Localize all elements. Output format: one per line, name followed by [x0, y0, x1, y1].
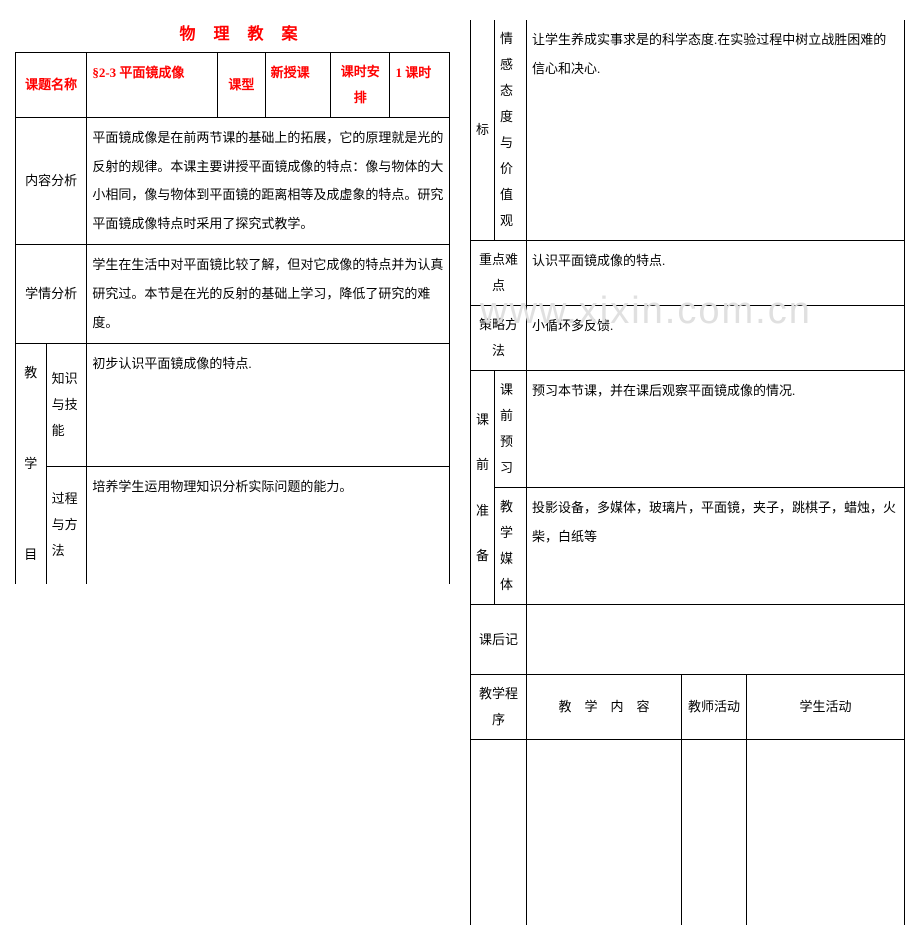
page-container: 物理教案 课题名称 §2-3 平面镜成像 课型 新授课 课时安排 1 课时 内容…	[0, 0, 920, 945]
content-analysis-label: 内容分析	[16, 118, 87, 245]
strategy-row: 策略方法 小循环多反馈.	[471, 306, 905, 371]
topic-content: §2-3 平面镜成像	[87, 53, 218, 118]
goals-sub3-content: 让学生养成实事求是的科学态度.在实验过程中树立战胜困难的信心和决心.	[527, 20, 905, 241]
goals-sub3-label: 情感态度与价值观	[495, 20, 527, 241]
prep-sub2-content: 投影设备，多媒体，玻璃片，平面镜，夹子，跳棋子，蜡烛，火柴，白纸等	[527, 488, 905, 605]
prep-sub1-content: 预习本节课，并在课后观察平面镜成像的情况.	[527, 371, 905, 488]
keypoints-row: 重点难点 认识平面镜成像的特点.	[471, 241, 905, 306]
student-analysis-label: 学情分析	[16, 245, 87, 344]
student-analysis-row: 学情分析 学生在生活中对平面镜比较了解，但对它成像的特点并为认真研究过。本节是在…	[16, 245, 450, 344]
procedure-header-row: 教学程序 教 学 内 容 教师活动 学生活动	[471, 675, 905, 740]
goals-sub1-label: 知识与技能	[46, 344, 87, 467]
postclass-label: 课后记	[471, 605, 527, 675]
strategy-label: 策略方法	[471, 306, 527, 371]
left-column: 物理教案 课题名称 §2-3 平面镜成像 课型 新授课 课时安排 1 课时 内容…	[15, 20, 450, 925]
procedure-empty3	[682, 740, 747, 925]
procedure-empty-row	[471, 740, 905, 925]
goals-row2: 过程与方法 培养学生运用物理知识分析实际问题的能力。	[16, 467, 450, 584]
prep-main-label: 课前准备	[471, 371, 495, 605]
goals-sub2-content: 培养学生运用物理知识分析实际问题的能力。	[87, 467, 450, 584]
procedure-label: 教学程序	[471, 675, 527, 740]
content-analysis-row: 内容分析 平面镜成像是在前两节课的基础上的拓展，它的原理就是光的反射的规律。本课…	[16, 118, 450, 245]
goals-sub2-label: 过程与方法	[46, 467, 87, 584]
type-content: 新授课	[265, 53, 330, 118]
schedule-content: 1 课时	[390, 53, 450, 118]
goals-row1: 教学目 知识与技能 初步认识平面镜成像的特点.	[16, 344, 450, 467]
right-column: 标 情感态度与价值观 让学生养成实事求是的科学态度.在实验过程中树立战胜困难的信…	[470, 20, 905, 925]
header-row: 课题名称 §2-3 平面镜成像 课型 新授课 课时安排 1 课时	[16, 53, 450, 118]
procedure-empty1	[471, 740, 527, 925]
prep-sub1-label: 课前预习	[495, 371, 527, 488]
goals-sub1-content: 初步认识平面镜成像的特点.	[87, 344, 450, 467]
prep-row2: 教学媒体 投影设备，多媒体，玻璃片，平面镜，夹子，跳棋子，蜡烛，火柴，白纸等	[471, 488, 905, 605]
keypoints-label: 重点难点	[471, 241, 527, 306]
right-table: 标 情感态度与价值观 让学生养成实事求是的科学态度.在实验过程中树立战胜困难的信…	[470, 20, 905, 925]
procedure-empty4	[747, 740, 905, 925]
procedure-col3: 学生活动	[747, 675, 905, 740]
left-table: 课题名称 §2-3 平面镜成像 课型 新授课 课时安排 1 课时 内容分析 平面…	[15, 52, 450, 584]
prep-row1: 课前准备 课前预习 预习本节课，并在课后观察平面镜成像的情况.	[471, 371, 905, 488]
document-title: 物理教案	[45, 20, 450, 44]
goals-main-label: 教学目	[16, 344, 47, 584]
keypoints-content: 认识平面镜成像的特点.	[527, 241, 905, 306]
type-label: 课型	[218, 53, 266, 118]
strategy-content: 小循环多反馈.	[527, 306, 905, 371]
student-analysis-text: 学生在生活中对平面镜比较了解，但对它成像的特点并为认真研究过。本节是在光的反射的…	[87, 245, 450, 344]
schedule-label: 课时安排	[331, 53, 390, 118]
procedure-col2: 教师活动	[682, 675, 747, 740]
goals-main-label-cont: 标	[471, 20, 495, 241]
postclass-row: 课后记	[471, 605, 905, 675]
prep-sub2-label: 教学媒体	[495, 488, 527, 605]
postclass-content	[527, 605, 905, 675]
procedure-empty2	[527, 740, 682, 925]
procedure-col1: 教 学 内 容	[527, 675, 682, 740]
goals-row3: 标 情感态度与价值观 让学生养成实事求是的科学态度.在实验过程中树立战胜困难的信…	[471, 20, 905, 241]
content-analysis-text: 平面镜成像是在前两节课的基础上的拓展，它的原理就是光的反射的规律。本课主要讲授平…	[87, 118, 450, 245]
topic-label: 课题名称	[16, 53, 87, 118]
